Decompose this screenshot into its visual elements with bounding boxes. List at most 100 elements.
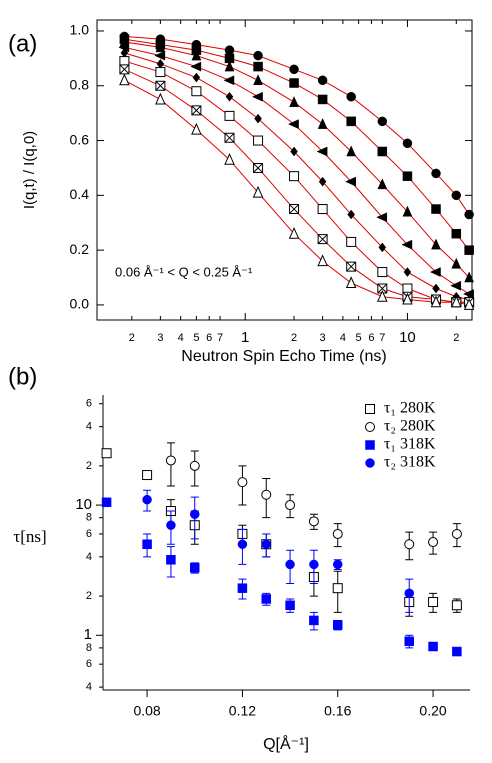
marker [142, 470, 153, 481]
y-axis-label: I(q,t) / I(q,0) [21, 131, 38, 209]
marker [451, 600, 462, 611]
marker [332, 620, 343, 630]
marker [332, 583, 343, 594]
panel-label: (a) [8, 30, 37, 57]
marker [166, 520, 176, 530]
marker [317, 204, 328, 215]
marker [464, 245, 474, 255]
x-tick-label: 10 [399, 329, 416, 346]
marker [377, 146, 388, 157]
x-tick-label: 0.12 [229, 703, 256, 719]
y-tick-label: 4 [86, 551, 92, 563]
marker [289, 96, 299, 107]
marker [166, 555, 176, 565]
marker [191, 49, 202, 61]
marker [165, 455, 176, 466]
marker [237, 539, 248, 550]
legend-marker [365, 458, 375, 468]
marker [253, 74, 263, 86]
marker [317, 254, 328, 267]
marker [119, 64, 130, 75]
marker [332, 559, 343, 570]
marker [402, 292, 413, 305]
marker [402, 138, 413, 149]
marker [347, 209, 356, 220]
marker [224, 153, 235, 165]
marker [191, 86, 202, 97]
marker [317, 94, 328, 105]
legend-marker [365, 404, 375, 414]
marker [430, 295, 442, 308]
marker [261, 539, 271, 550]
marker [346, 236, 357, 247]
x-tick-label: 0.08 [133, 703, 160, 719]
marker [346, 91, 356, 102]
marker [464, 271, 475, 283]
marker [345, 276, 357, 289]
marker [253, 135, 264, 146]
marker [404, 588, 414, 599]
marker [261, 489, 272, 500]
marker [377, 283, 388, 294]
marker [155, 92, 166, 105]
x-tick-label: 2 [453, 332, 459, 344]
x-tick-label: 5 [193, 332, 199, 344]
marker [155, 80, 166, 91]
marker [191, 122, 202, 135]
marker [190, 563, 200, 573]
marker [224, 45, 235, 55]
y-tick-label: 8 [86, 512, 92, 524]
marker [189, 460, 200, 471]
x-tick-label: 6 [368, 332, 374, 344]
x-tick-label: 7 [379, 332, 385, 344]
y-tick-label: 4 [86, 421, 92, 433]
x-axis-label: Q[Å⁻¹] [263, 734, 309, 753]
marker [431, 204, 441, 214]
marker [332, 528, 343, 539]
marker [377, 116, 388, 127]
y-tick-label: 1 [84, 626, 92, 643]
marker [309, 559, 319, 570]
marker [403, 267, 412, 277]
marker [190, 509, 200, 519]
y-tick-label: 0.8 [70, 76, 90, 92]
x-tick-label: 0.16 [324, 703, 351, 719]
x-tick-label: 3 [320, 332, 326, 344]
marker [451, 257, 462, 269]
marker [463, 298, 475, 310]
marker [287, 119, 299, 129]
marker [378, 242, 387, 253]
y-tick-label: 0.2 [70, 241, 90, 257]
marker [285, 500, 296, 511]
marker [317, 118, 328, 129]
y-axis-label: τ[ns] [13, 527, 46, 546]
x-tick-label: 5 [356, 332, 362, 344]
y-tick-label: 10 [75, 496, 92, 513]
marker [224, 132, 235, 143]
marker [155, 41, 166, 53]
y-tick-label: 2 [86, 460, 92, 472]
marker [318, 176, 327, 187]
y-tick-label: 1.0 [70, 22, 90, 38]
marker [288, 226, 300, 239]
marker [377, 267, 388, 278]
marker [451, 228, 462, 239]
y-tick-label: 0.6 [70, 131, 90, 147]
x-tick-label: 0.20 [419, 703, 446, 719]
marker [452, 646, 462, 657]
marker [428, 597, 439, 608]
marker [253, 162, 264, 173]
marker [346, 261, 357, 272]
y-tick-label: 6 [86, 398, 92, 410]
x-tick-label: 1 [241, 329, 249, 346]
marker [237, 477, 248, 488]
marker [376, 212, 388, 223]
marker [224, 110, 235, 121]
legend-marker [365, 422, 375, 432]
marker [401, 239, 413, 250]
marker [432, 283, 440, 294]
x-tick-label: 4 [178, 332, 184, 344]
y-tick-label: 0.0 [70, 296, 90, 312]
marker [119, 73, 130, 86]
legend-label: τ₂ 318K [384, 454, 436, 471]
